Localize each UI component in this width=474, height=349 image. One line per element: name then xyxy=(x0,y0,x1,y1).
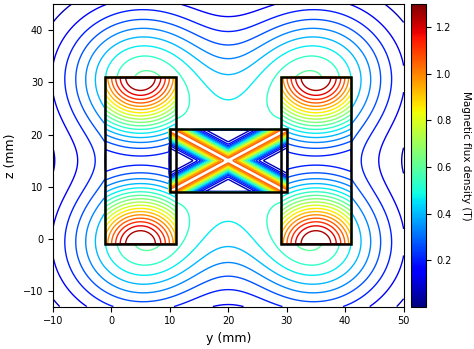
X-axis label: y (mm): y (mm) xyxy=(206,332,251,345)
Bar xyxy=(281,77,351,244)
Bar xyxy=(170,129,287,192)
Y-axis label: z (mm): z (mm) xyxy=(4,133,17,178)
Bar xyxy=(105,77,175,244)
Y-axis label: Magnetic flux density (T): Magnetic flux density (T) xyxy=(461,90,471,220)
